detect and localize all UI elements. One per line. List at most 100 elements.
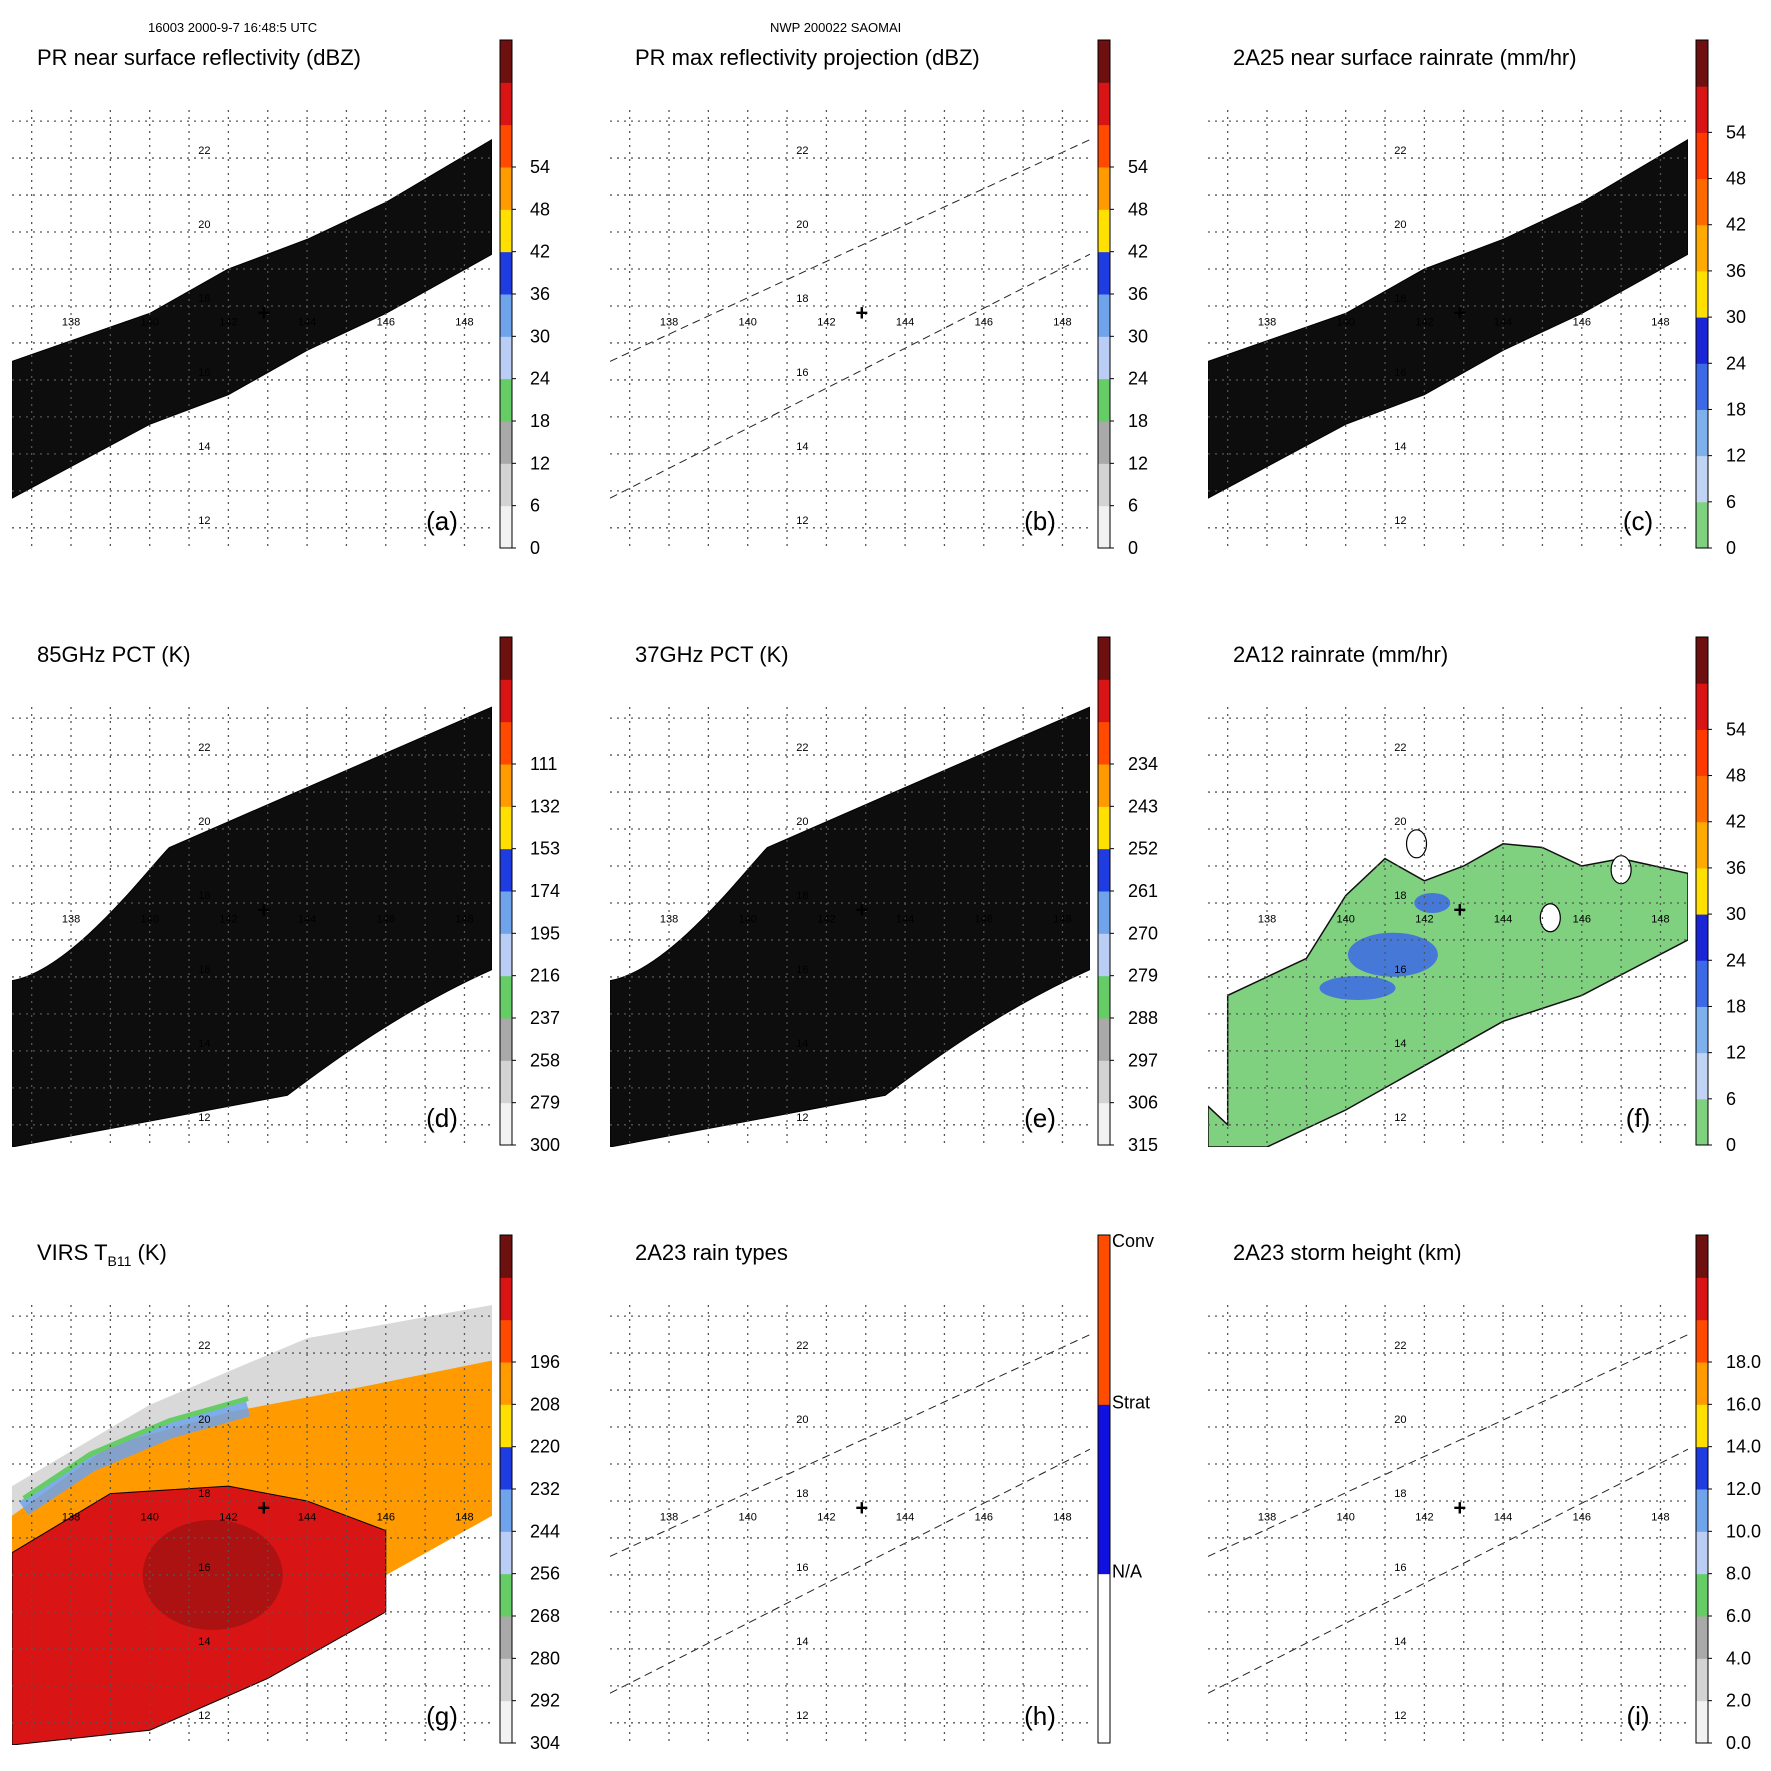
colorbar-label: 0 <box>1128 538 1138 558</box>
lon-tick-label: 146 <box>975 317 993 329</box>
colorbar-segment <box>500 82 512 126</box>
colorbar-label: 30 <box>1128 326 1148 346</box>
lon-tick-label: 144 <box>1494 317 1512 329</box>
colorbar-label: 220 <box>530 1437 560 1457</box>
colorbar-segment <box>1098 1018 1110 1061</box>
colorbar-segment <box>1696 409 1708 457</box>
colorbar-label: 36 <box>1726 858 1746 878</box>
colorbar-category: N/A <box>1112 1562 1142 1582</box>
colorbar-label: 36 <box>530 284 550 304</box>
colorbar-label: 297 <box>1128 1050 1158 1070</box>
lat-tick-label: 18 <box>198 1488 210 1500</box>
colorbar-frame <box>1695 39 1709 549</box>
colorbar-label: 24 <box>1726 950 1746 970</box>
colorbar-segment <box>500 637 512 680</box>
lon-tick-label: 148 <box>1651 1512 1669 1524</box>
colorbar-segment <box>1696 960 1708 1007</box>
colorbar: 315 306 297 288 279 270 261 252 243 234 <box>1097 636 1158 1155</box>
colorbar-label: 48 <box>530 199 550 219</box>
lon-tick-label: 144 <box>298 317 316 329</box>
lon-tick-label: 142 <box>1415 317 1433 329</box>
colorbar-segment <box>1098 82 1110 126</box>
header-orbit-time: 16003 2000-9-7 16:48:5 UTC <box>148 20 318 35</box>
panel-letter: (f) <box>1626 1103 1651 1133</box>
colorbar-label: 279 <box>530 1093 560 1113</box>
colorbar-segment <box>1696 1573 1708 1617</box>
lat-tick-label: 12 <box>796 1710 808 1722</box>
lat-tick-label: 14 <box>796 1038 808 1050</box>
tmi-swath <box>12 706 492 1147</box>
colorbar: 300 279 258 237 216 195 174 153 132 111 <box>499 636 560 1155</box>
panel-letter: (i) <box>1626 1701 1649 1731</box>
colorbar-segment <box>500 1235 512 1278</box>
storm-center-marker: + <box>257 897 270 922</box>
colorbar-segment <box>500 505 512 549</box>
colorbar-label: 270 <box>1128 923 1158 943</box>
lon-tick-label: 146 <box>1573 317 1591 329</box>
lat-tick-label: 18 <box>796 293 808 305</box>
colorbar-label: 132 <box>530 796 560 816</box>
colorbar-segment <box>1098 378 1110 422</box>
colorbar-label: 0 <box>1726 1135 1736 1155</box>
colorbar-segment <box>1098 1060 1110 1104</box>
lat-tick-label: 14 <box>1394 1038 1406 1050</box>
colorbar-label: 30 <box>1726 307 1746 327</box>
lon-tick-label: 140 <box>739 914 757 926</box>
lat-tick-label: 22 <box>1394 742 1406 754</box>
colorbar: 304 292 280 268 256 244 232 220 208 196 <box>499 1234 560 1753</box>
colorbar-label: 18 <box>1726 996 1746 1016</box>
colorbar-label: 48 <box>1726 766 1746 786</box>
lat-tick-label: 20 <box>1394 816 1406 828</box>
map-area <box>610 706 1090 1147</box>
lat-tick-label: 16 <box>198 1562 210 1574</box>
panel-letter: (c) <box>1623 506 1653 536</box>
colorbar-segment <box>1098 806 1110 850</box>
colorbar-label: 10.0 <box>1726 1521 1761 1541</box>
lon-tick-label: 144 <box>896 1512 914 1524</box>
colorbar-label: 14.0 <box>1726 1437 1761 1457</box>
lat-tick-label: 18 <box>198 293 210 305</box>
colorbar-label: 12 <box>530 453 550 473</box>
colorbar-label: 12.0 <box>1726 1479 1761 1499</box>
map-area <box>12 706 492 1147</box>
lon-tick-label: 146 <box>975 1512 993 1524</box>
colorbar-label: 244 <box>530 1521 560 1541</box>
map-area <box>610 1334 1090 1694</box>
colorbar-segment <box>500 1060 512 1104</box>
lat-tick-label: 20 <box>1394 1414 1406 1426</box>
colorbar-segment <box>1098 505 1110 549</box>
colorbar-segment <box>500 1531 512 1575</box>
colorbar-label: 42 <box>1726 812 1746 832</box>
colorbar-segment <box>1696 1319 1708 1363</box>
colorbar-segment <box>1696 914 1708 961</box>
swath-edge-lower <box>610 1448 1090 1694</box>
lon-tick-label: 140 <box>141 1512 159 1524</box>
colorbar-label: 195 <box>530 923 560 943</box>
lat-tick-label: 22 <box>198 1340 210 1352</box>
panel-g: 138 140 142 144 146 148 12 14 16 18 20 22 + VIRS TB11… <box>12 1234 560 1753</box>
colorbar-category: Conv <box>1112 1231 1154 1251</box>
lat-tick-label: 16 <box>796 367 808 379</box>
colorbar-label: 208 <box>530 1394 560 1414</box>
lat-tick-label: 18 <box>796 890 808 902</box>
lon-tick-label: 146 <box>1573 914 1591 926</box>
storm-center-marker: + <box>257 1495 270 1520</box>
colorbar-segment <box>500 1404 512 1448</box>
colorbar-label: 216 <box>530 966 560 986</box>
colorbar-segment <box>1696 867 1708 915</box>
lon-tick-label: 148 <box>1053 317 1071 329</box>
lat-tick-label: 20 <box>198 816 210 828</box>
map-area <box>1208 139 1688 499</box>
colorbar-label: 6 <box>1726 492 1736 512</box>
colorbar-label: 288 <box>1128 1008 1158 1028</box>
lat-tick-label: 16 <box>796 964 808 976</box>
lon-tick-label: 144 <box>1494 914 1512 926</box>
lat-tick-label: 16 <box>198 367 210 379</box>
colorbar-segment <box>1098 721 1110 765</box>
panel-e: 138 140 142 144 146 148 12 14 16 18 20 22 +37GHz PCT… <box>610 636 1158 1155</box>
lon-tick-label: 140 <box>739 317 757 329</box>
colorbar-label: 111 <box>530 754 557 774</box>
colorbar-label: 2.0 <box>1726 1691 1751 1711</box>
panel-letter: (g) <box>426 1701 458 1731</box>
lon-tick-label: 138 <box>660 317 678 329</box>
